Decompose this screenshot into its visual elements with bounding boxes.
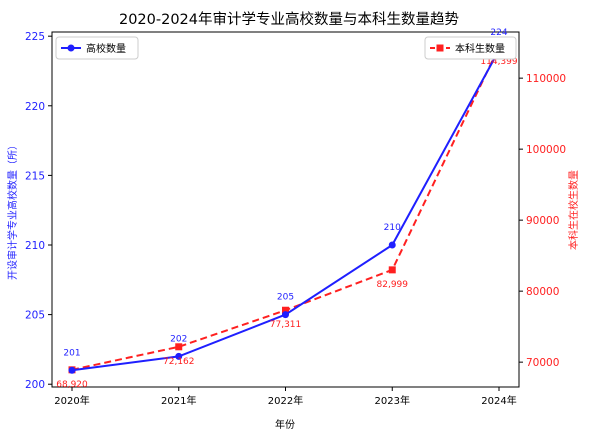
data-point-universities	[282, 311, 289, 319]
x-tick-label: 2023年	[375, 394, 410, 407]
data-label-universities: 201	[63, 348, 80, 358]
data-label-students: 114,399	[480, 57, 517, 67]
x-axis-label: 年份	[275, 418, 295, 431]
data-label-students: 72,162	[163, 357, 195, 367]
series-layer: 201 202 205 210 224 68,920 72,162 77,311 82,999 1…	[56, 28, 518, 390]
data-point-universities	[175, 352, 183, 360]
legend-label: 本科生数量	[455, 42, 505, 55]
data-label-universities: 205	[277, 293, 294, 303]
legend-box	[424, 36, 517, 60]
y-left-tick-label: 205	[25, 310, 45, 322]
legend-universities: 高校数量	[55, 36, 139, 60]
legend-box	[55, 36, 139, 60]
data-point-universities	[388, 241, 396, 249]
axes-layer: 2020年 2021年 2022年 2023年 2024年 200 205 210 215 220…	[25, 31, 566, 407]
data-label-universities: 224	[490, 28, 507, 38]
y-left-tick-label: 200	[25, 379, 45, 391]
y-right-tick-label: 90000	[526, 215, 559, 227]
y-axis-label-left: 开设审计学专业高校数量（所）	[6, 140, 19, 280]
x-tick-label: 2024年	[481, 394, 516, 407]
x-tick-label: 2020年	[54, 394, 89, 407]
y-left-tick-label: 220	[25, 101, 45, 113]
data-point-students	[388, 266, 396, 274]
plot-area	[51, 31, 520, 388]
y-left-tick-label: 215	[25, 170, 45, 182]
data-point-universities	[68, 366, 76, 374]
data-label-students: 82,999	[377, 280, 409, 290]
legend-label: 高校数量	[86, 42, 126, 55]
data-point-students	[175, 343, 183, 351]
legend-students: 本科生数量	[424, 36, 517, 60]
y-left-tick-label: 225	[25, 31, 45, 43]
x-tick-label: 2022年	[268, 394, 303, 407]
data-label-students: 77,311	[270, 320, 302, 330]
data-label-students: 68,920	[56, 380, 88, 390]
legend-swatch-marker	[67, 44, 75, 52]
legend-layer: 高校数量 本科生数量	[55, 36, 517, 60]
y-axis-label-right: 本科生在校生数量	[567, 170, 580, 250]
y-right-tick-label: 80000	[526, 286, 559, 298]
data-label-universities: 202	[170, 334, 187, 344]
data-point-students	[282, 306, 289, 314]
x-tick-label: 2021年	[161, 394, 196, 407]
y-right-tick-label: 100000	[526, 144, 566, 156]
y-right-tick-label: 110000	[526, 73, 566, 85]
y-left-tick-label: 210	[25, 240, 45, 252]
chart-title: 2020-2024年审计学专业高校数量与本科生数量趋势	[119, 11, 459, 28]
legend-swatch-marker	[436, 44, 444, 52]
y-right-tick-label: 70000	[526, 357, 559, 369]
data-label-universities: 210	[384, 223, 401, 233]
